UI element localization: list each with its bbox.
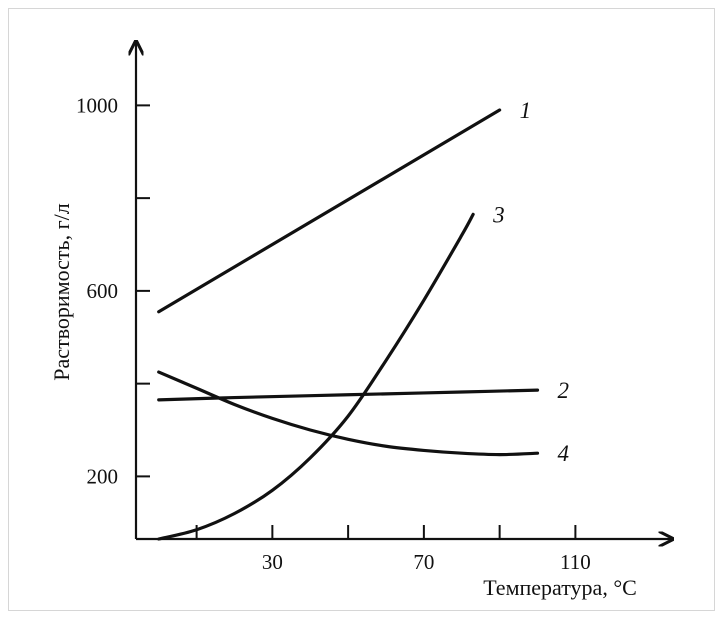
ticks [136,104,577,539]
series-1-line [157,108,502,314]
series-labels: 1 2 3 4 [492,98,569,466]
series-4-label: 4 [558,441,570,466]
x-tick-label: 70 [413,550,434,574]
y-axis-title: Растворимость, г/л [49,203,74,380]
figure-frame: 30 70 110 200 600 1000 1 2 3 4 Температура, °C Р… [8,8,715,611]
curves [157,108,540,541]
y-tick-label: 200 [87,464,119,488]
x-axis-title: Температура, °C [483,575,637,600]
solubility-chart: 30 70 110 200 600 1000 1 2 3 4 Температура, °C Р… [49,9,716,600]
series-4-line [157,370,540,457]
series-3-line [157,212,475,541]
series-2-line [157,388,540,402]
series-1-label: 1 [520,98,532,123]
x-tick-label: 30 [262,550,283,574]
axes [136,43,671,539]
y-tick-label: 600 [87,279,119,303]
x-tick-label: 110 [560,550,591,574]
y-tick-label: 1000 [76,93,118,117]
series-2-label: 2 [558,378,570,403]
tick-labels: 30 70 110 200 600 1000 [76,93,591,574]
series-3-label: 3 [492,202,505,227]
